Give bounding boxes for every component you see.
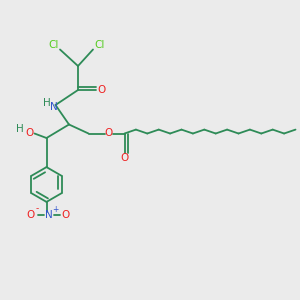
Text: H: H [43,98,51,108]
Text: O: O [97,85,105,95]
Text: +: + [52,205,59,214]
Text: O: O [61,209,70,220]
Text: Cl: Cl [48,40,59,50]
Text: O: O [25,128,34,139]
Text: O: O [26,209,34,220]
Text: H: H [16,124,23,134]
Text: N: N [45,209,53,220]
Text: -: - [35,205,38,214]
Text: N: N [50,101,58,112]
Text: O: O [104,128,113,139]
Text: Cl: Cl [94,40,105,50]
Text: O: O [120,153,129,163]
